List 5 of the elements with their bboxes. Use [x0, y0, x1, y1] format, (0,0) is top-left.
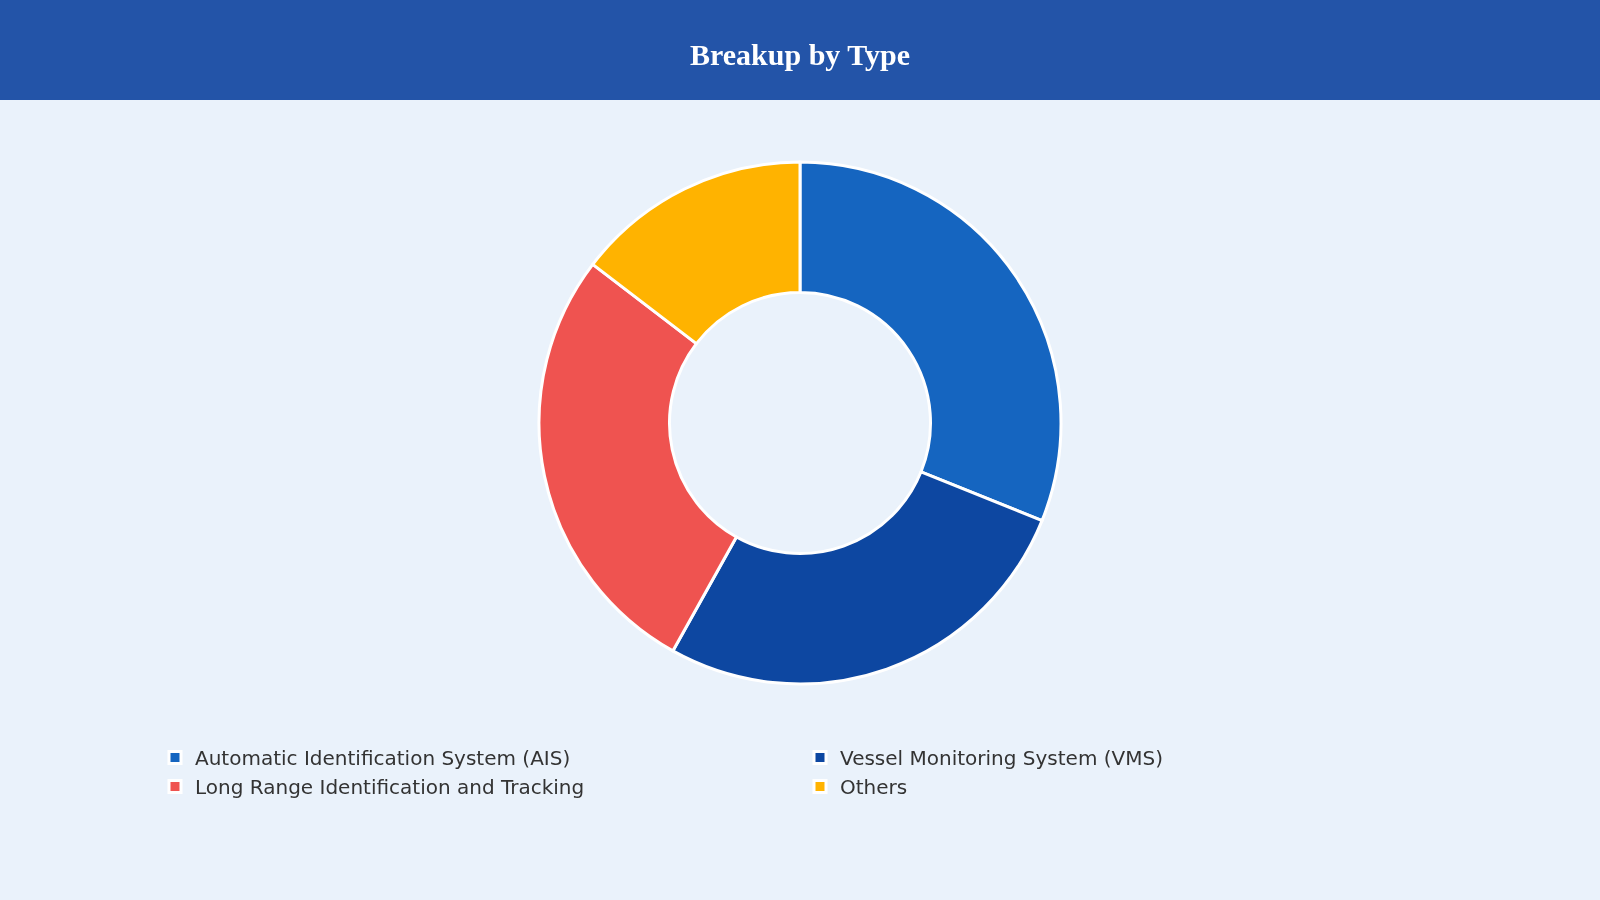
legend-label: Automatic Identification System (AIS)	[195, 746, 571, 771]
legend-label: Others	[840, 775, 908, 800]
legend-label: Long Range Identification and Tracking	[195, 775, 585, 800]
chart-title: Breakup by Type	[690, 38, 911, 71]
legend-label: Vessel Monitoring System (VMS)	[840, 746, 1163, 771]
